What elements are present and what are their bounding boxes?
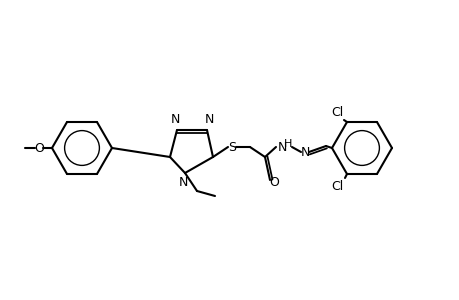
- Text: H: H: [283, 139, 291, 149]
- Text: N: N: [178, 176, 187, 189]
- Text: Cl: Cl: [330, 181, 342, 194]
- Text: Cl: Cl: [330, 106, 342, 118]
- Text: O: O: [34, 142, 44, 154]
- Text: N: N: [204, 113, 213, 126]
- Text: N: N: [300, 146, 309, 158]
- Text: O: O: [269, 176, 278, 190]
- Text: N: N: [170, 113, 179, 126]
- Text: N: N: [277, 140, 286, 154]
- Text: S: S: [228, 140, 235, 154]
